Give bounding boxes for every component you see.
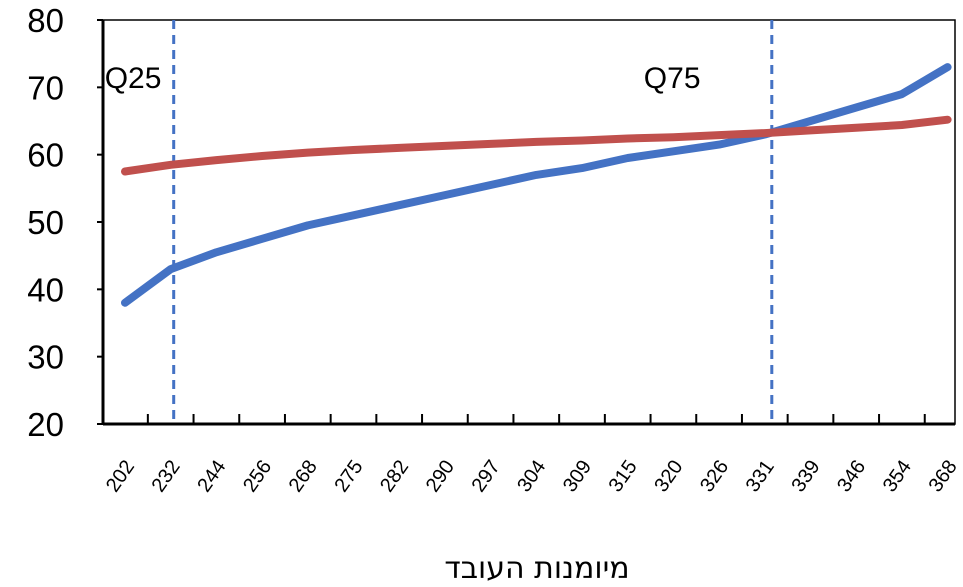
x-tick-label: 297: [468, 456, 505, 496]
x-tick-label: 275: [330, 456, 367, 496]
series-line-1: [121, 63, 952, 307]
x-tick-label: 290: [422, 456, 459, 496]
y-tick-label: 60: [27, 137, 64, 174]
y-tick-label: 20: [27, 406, 64, 443]
plot-border: [102, 19, 956, 425]
series-line-2: [121, 115, 952, 176]
x-tick-label: 368: [925, 456, 962, 496]
x-tick-label: 304: [513, 456, 550, 496]
x-axis-label: מיומנות העובד: [444, 551, 629, 586]
x-tick-label: 244: [193, 456, 230, 496]
x-tick-label: 339: [787, 456, 824, 496]
x-tick-label: 232: [148, 456, 185, 496]
x-tick-label: 202: [102, 456, 139, 496]
x-tick-label: 331: [742, 456, 779, 496]
annotations: Q25 Q75: [105, 62, 701, 95]
x-tick-label: 320: [650, 456, 687, 496]
y-tick-label: 70: [27, 69, 64, 106]
series-lines: [121, 63, 952, 307]
x-tick-label: 282: [376, 456, 413, 496]
x-tick-label: 354: [879, 456, 916, 496]
y-tick-label: 40: [27, 271, 64, 308]
annotation-q75: Q75: [644, 62, 701, 95]
x-axis: 202 232 244 256 268 275 282 290 297 304 309 315 320 3…: [102, 414, 962, 496]
x-tick-label: 268: [285, 456, 322, 496]
plot-area: [101, 19, 956, 426]
x-tick-label: 346: [833, 456, 870, 496]
y-tick-label: 50: [27, 204, 64, 241]
x-tick-label: 309: [559, 456, 596, 496]
y-axis: 20 30 40 50 60 70 80: [27, 2, 103, 443]
x-tick-label: 315: [605, 456, 642, 496]
annotation-q25: Q25: [105, 62, 162, 95]
y-tick-label: 30: [27, 339, 64, 376]
reference-lines: [172, 20, 774, 424]
x-tick-label: 256: [239, 456, 276, 496]
y-tick-label: 80: [27, 2, 64, 39]
x-tick-label: 326: [696, 456, 733, 496]
